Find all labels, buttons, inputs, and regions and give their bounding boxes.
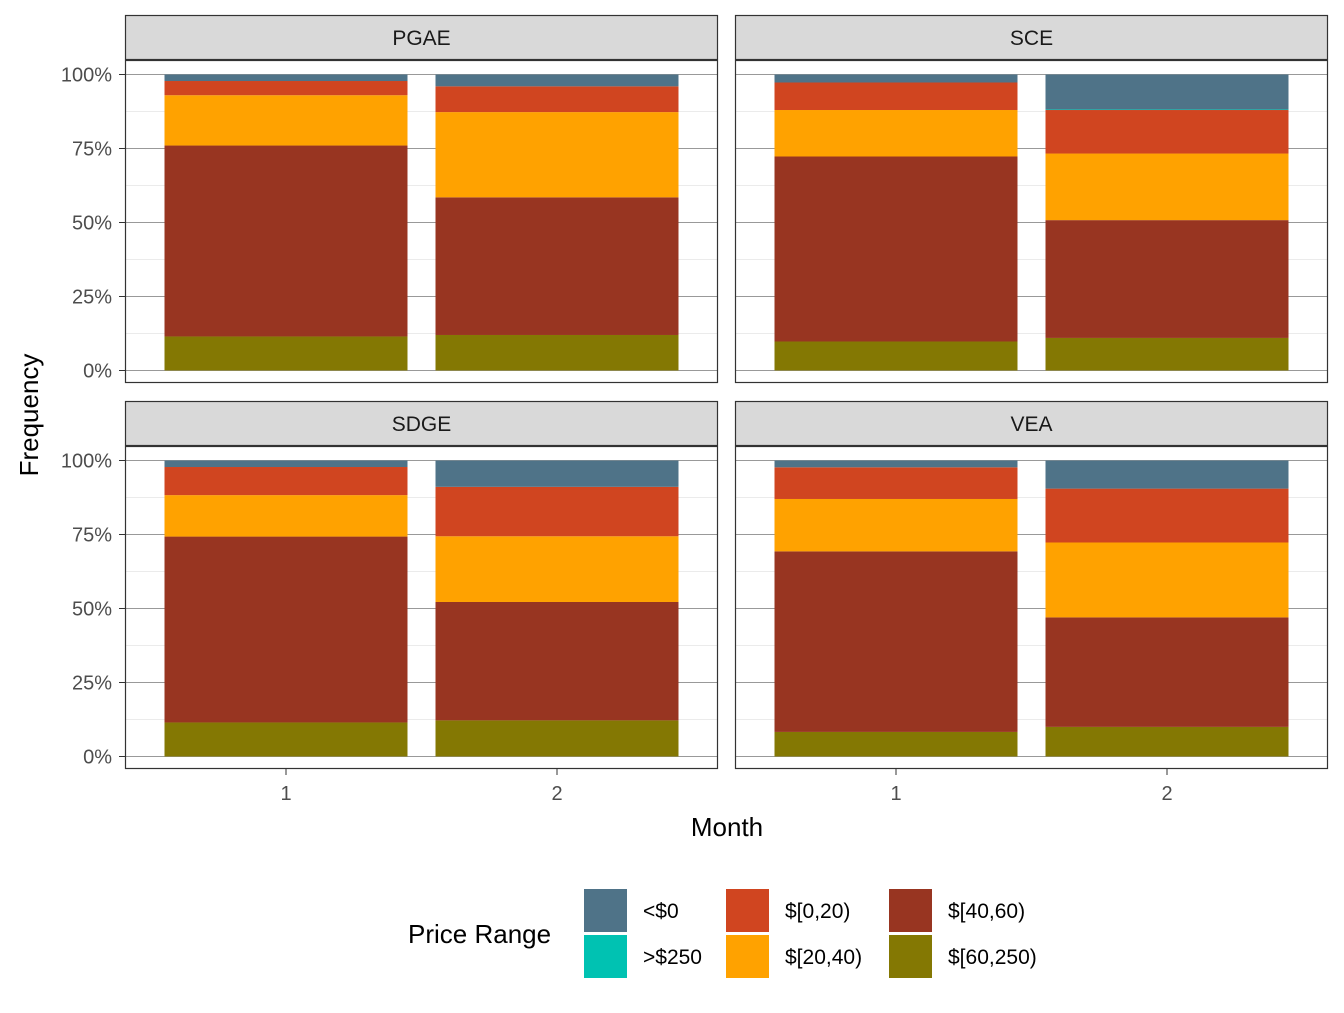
y-tick-label: 75%: [72, 525, 112, 547]
bar-segment-sce-month1: [774, 341, 1018, 371]
y-axis-title: Frequency: [14, 354, 44, 477]
bar-segment-vea-month1: [774, 731, 1018, 757]
panel-border-vea: [734, 445, 1329, 770]
bar-segment-sdge-month2: [435, 720, 679, 757]
bar-segment-sdge-month2: [435, 486, 679, 537]
bar-segment-vea-month1: [774, 551, 1018, 732]
bar-segment-vea-month1: [774, 467, 1018, 499]
y-tick-label: 100%: [61, 451, 112, 473]
legend-swatch: [726, 935, 769, 978]
y-tick-label: 75%: [72, 139, 112, 161]
legend-label: <$0: [643, 900, 679, 923]
bar-segment-pgae-month2: [435, 74, 679, 87]
facet-strip-vea: [734, 400, 1329, 447]
bar-segment-sdge-month2: [435, 601, 679, 721]
facet-strip-sce: [734, 14, 1329, 61]
y-tick-label: 50%: [72, 213, 112, 235]
bar-segment-sce-month2: [1045, 153, 1289, 221]
bar-segment-sdge-month2: [435, 536, 679, 602]
bar-segment-pgae-month1: [164, 74, 408, 82]
bar-segment-sce-month1: [774, 156, 1018, 342]
bar-segment-sdge-month2: [435, 460, 679, 487]
bar-segment-sce-month2: [1045, 220, 1289, 338]
facet-strip-label: SDGE: [392, 413, 452, 436]
bar-segment-pgae-month2: [435, 197, 679, 335]
bar-segment-sce-month1: [774, 110, 1018, 157]
bar-segment-pgae-month1: [164, 81, 408, 96]
x-tick-label: 1: [280, 783, 291, 805]
bar-segment-sdge-month1: [164, 467, 408, 496]
bar-segment-vea-month2: [1045, 542, 1289, 618]
bar-segment-pgae-month1: [164, 336, 408, 371]
legend-label: $[40,60): [948, 900, 1025, 923]
facet-strip-pgae: [124, 14, 719, 61]
legend-label: $[60,250): [948, 946, 1037, 969]
facet-strip-label: SCE: [1010, 27, 1053, 50]
bar-segment-vea-month1: [774, 460, 1018, 468]
legend-title: Price Range: [408, 919, 551, 949]
legend-swatch: [889, 889, 932, 932]
panel-border-sce: [734, 59, 1329, 384]
y-tick-label: 50%: [72, 599, 112, 621]
bar-segment-sce-month1: [774, 82, 1018, 111]
facet-strip-label: PGAE: [392, 27, 450, 50]
bar-segment-pgae-month2: [435, 86, 679, 113]
y-tick-label: 0%: [83, 747, 112, 769]
bar-segment-sce-month1: [774, 74, 1018, 83]
bar-segment-sdge-month1: [164, 460, 408, 468]
bar-segment-sce-month2: [1045, 337, 1289, 371]
legend-swatch: [726, 889, 769, 932]
legend-swatch: [584, 889, 627, 932]
bar-segment-vea-month2: [1045, 488, 1289, 543]
facet-strip-label: VEA: [1010, 413, 1052, 436]
legend-label: $[20,40): [785, 946, 862, 969]
facet-strip-sdge: [124, 400, 719, 447]
y-tick-label: 25%: [72, 287, 112, 309]
bar-segment-sdge-month1: [164, 722, 408, 757]
legend-swatch: [889, 935, 932, 978]
bar-segment-vea-month1: [774, 498, 1018, 552]
y-tick-label: 25%: [72, 673, 112, 695]
bar-segment-vea-month2: [1045, 460, 1289, 489]
x-axis-title: Month: [691, 812, 763, 842]
bar-segment-sce-month2: [1045, 110, 1289, 154]
bar-segment-vea-month2: [1045, 726, 1289, 757]
panel-border-sdge: [124, 445, 719, 770]
bar-segment-pgae-month2: [435, 334, 679, 371]
legend-label: >$250: [643, 946, 702, 969]
bar-segment-vea-month2: [1045, 617, 1289, 727]
bar-segment-sdge-month1: [164, 495, 408, 537]
bar-segment-sdge-month1: [164, 536, 408, 723]
panel-border-pgae: [124, 59, 719, 384]
bar-segment-sce-month2: [1045, 74, 1289, 110]
legend-swatch: [584, 935, 627, 978]
x-tick-label: 2: [551, 783, 562, 805]
x-tick-label: 2: [1161, 783, 1172, 805]
bar-segment-sce-month2: [1045, 109, 1289, 111]
y-tick-label: 100%: [61, 65, 112, 87]
x-tick-label: 1: [890, 783, 901, 805]
y-tick-label: 0%: [83, 361, 112, 383]
legend-label: $[0,20): [785, 900, 850, 923]
bar-segment-pgae-month1: [164, 95, 408, 146]
bar-segment-pgae-month1: [164, 145, 408, 337]
bar-segment-pgae-month2: [435, 112, 679, 198]
